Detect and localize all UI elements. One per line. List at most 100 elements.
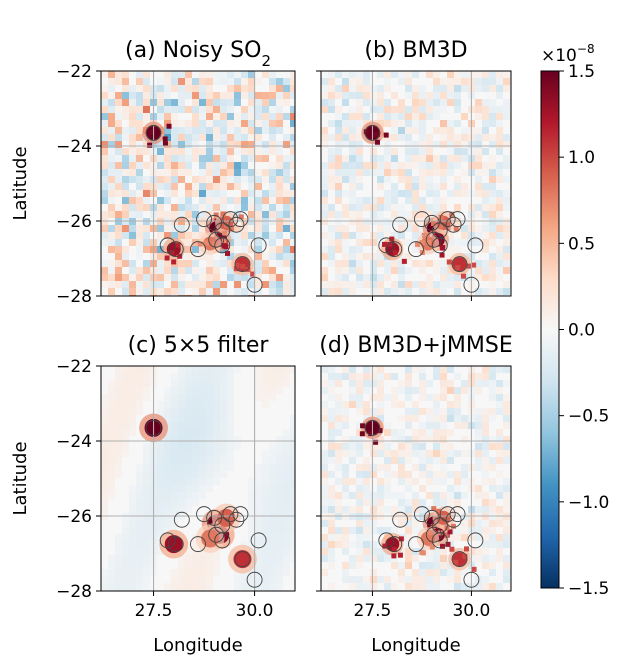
pixel xyxy=(370,106,377,113)
pixel xyxy=(489,232,496,239)
pixel xyxy=(321,162,328,169)
pixel xyxy=(192,464,199,471)
pixel xyxy=(220,155,227,162)
pixel xyxy=(447,78,454,85)
pixel xyxy=(115,555,122,562)
pixel xyxy=(248,281,255,288)
pixel xyxy=(433,499,440,506)
pixel xyxy=(157,204,164,211)
pixel xyxy=(419,387,426,394)
pixel xyxy=(482,232,489,239)
pixel xyxy=(185,155,192,162)
pixel xyxy=(129,190,136,197)
pixel xyxy=(482,576,489,583)
pixel xyxy=(426,436,433,443)
pixel xyxy=(489,541,496,548)
pixel xyxy=(199,113,206,120)
pixel xyxy=(262,373,269,380)
pixel xyxy=(328,183,335,190)
pixel xyxy=(129,373,136,380)
pixel xyxy=(255,260,262,267)
pixel xyxy=(213,71,220,78)
pixel xyxy=(461,534,468,541)
detection-circle xyxy=(234,551,251,568)
pixel xyxy=(206,176,213,183)
pixel xyxy=(262,485,269,492)
pixel xyxy=(356,422,363,429)
pixel xyxy=(255,169,262,176)
pixel xyxy=(101,141,108,148)
pixel xyxy=(335,478,342,485)
pixel xyxy=(115,239,122,246)
pixel xyxy=(213,373,220,380)
pixel xyxy=(166,123,172,129)
pixel xyxy=(255,380,262,387)
pixel xyxy=(178,232,185,239)
pixel xyxy=(269,120,276,127)
pixel xyxy=(276,92,283,99)
pixel xyxy=(398,450,405,457)
pixel xyxy=(108,204,115,211)
pixel xyxy=(398,190,405,197)
pixel xyxy=(220,176,227,183)
pixel xyxy=(370,99,377,106)
pixel xyxy=(419,576,426,583)
pixel xyxy=(213,99,220,106)
panel-title-subscript: 2 xyxy=(261,52,271,70)
pixel xyxy=(262,267,269,274)
pixel xyxy=(384,148,391,155)
pixel xyxy=(377,443,384,450)
pixel xyxy=(461,583,468,590)
pixel xyxy=(220,169,227,176)
pixel xyxy=(192,499,199,506)
pixel xyxy=(178,415,185,422)
pixel xyxy=(157,246,164,253)
pixel xyxy=(489,260,496,267)
pixel xyxy=(426,576,433,583)
pixel xyxy=(328,78,335,85)
pixel xyxy=(178,148,185,155)
pixel xyxy=(503,155,510,162)
pixel xyxy=(368,431,374,437)
pixel xyxy=(349,71,356,78)
pixel xyxy=(290,281,295,288)
pixel xyxy=(342,443,349,450)
pixel xyxy=(269,274,276,281)
pixel xyxy=(206,127,213,134)
pixel xyxy=(241,141,248,148)
pixel xyxy=(192,85,199,92)
pixel xyxy=(171,162,178,169)
pixel xyxy=(185,92,192,99)
pixel xyxy=(405,583,412,590)
pixel xyxy=(335,155,342,162)
pixel xyxy=(489,169,496,176)
pixel xyxy=(440,85,447,92)
pixel xyxy=(269,387,276,394)
pixel xyxy=(328,520,335,527)
pixel xyxy=(276,106,283,113)
pixel xyxy=(496,190,503,197)
pixel xyxy=(220,141,227,148)
pixel xyxy=(454,373,461,380)
pixel xyxy=(199,366,206,373)
pixel xyxy=(377,71,384,78)
pixel xyxy=(248,232,255,239)
pixel xyxy=(276,232,283,239)
pixel xyxy=(370,499,377,506)
pixel xyxy=(185,401,192,408)
pixel xyxy=(262,380,269,387)
pixel xyxy=(426,394,433,401)
pixel xyxy=(454,415,461,422)
pixel xyxy=(475,134,482,141)
pixel xyxy=(283,141,290,148)
pixel xyxy=(503,197,510,204)
pixel xyxy=(171,464,178,471)
pixel xyxy=(482,120,489,127)
pixel xyxy=(262,99,269,106)
pixel xyxy=(412,527,419,534)
pixel xyxy=(321,492,328,499)
pixel xyxy=(335,162,342,169)
pixel xyxy=(433,71,440,78)
pixel xyxy=(391,92,398,99)
pixel xyxy=(356,246,363,253)
